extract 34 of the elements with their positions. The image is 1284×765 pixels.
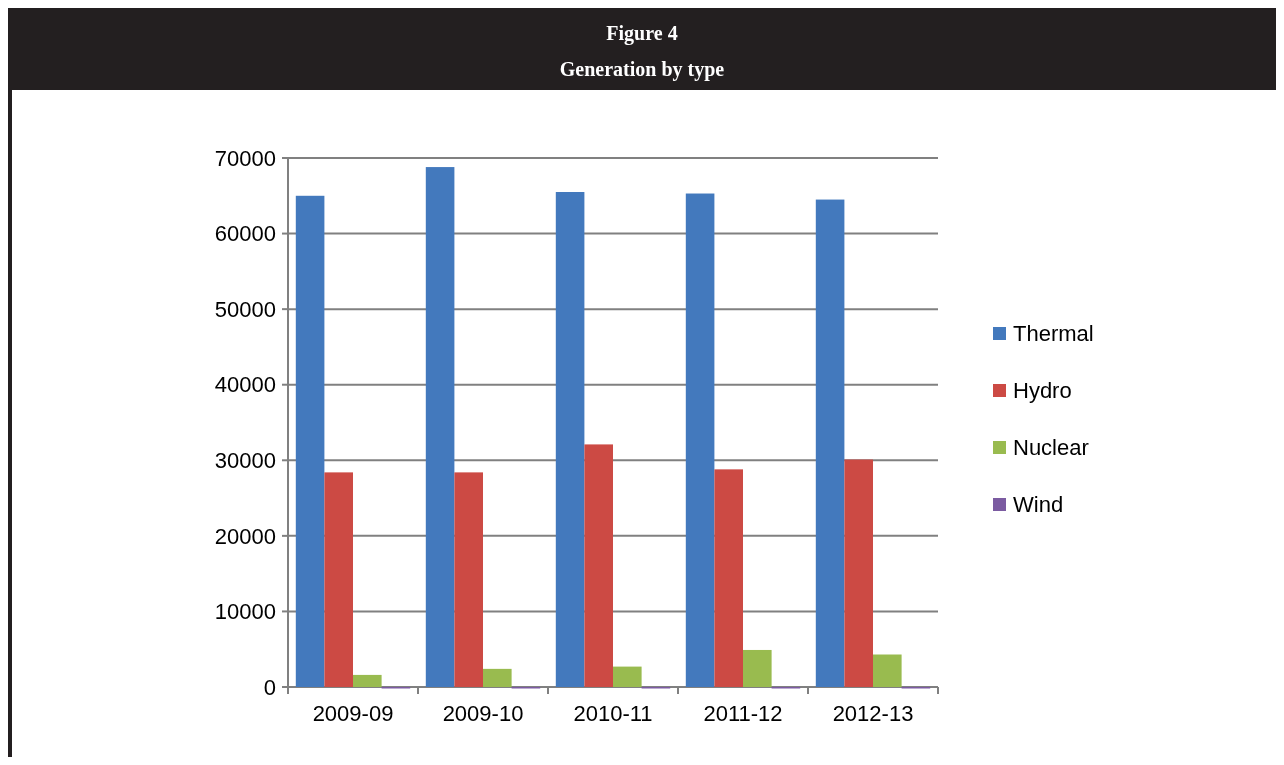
bar [483, 668, 512, 687]
legend-label: Hydro [1013, 377, 1072, 403]
x-tick-label: 2010-11 [573, 701, 653, 726]
bar [685, 193, 715, 687]
chart-subtitle: Generation by type [559, 58, 725, 81]
bar [295, 195, 325, 687]
y-tick-label: 20000 [214, 523, 276, 549]
bar [555, 192, 585, 687]
bar [584, 444, 613, 687]
y-tick-label: 0 [263, 674, 276, 700]
y-tick-label: 60000 [214, 221, 276, 247]
x-tick-label: 2012-13 [832, 701, 914, 726]
legend-label: Thermal [1013, 320, 1094, 346]
x-tick-label: 2009-09 [312, 701, 394, 726]
y-tick-label: 10000 [214, 599, 276, 625]
y-tick-label: 30000 [214, 447, 276, 473]
bar [353, 674, 382, 687]
bar [743, 649, 772, 687]
bar [454, 472, 483, 687]
chart-title: Figure 4 [606, 22, 678, 45]
bar [714, 469, 743, 687]
y-tick-label: 70000 [214, 145, 276, 171]
bar [844, 459, 873, 687]
y-tick-label: 50000 [214, 296, 276, 322]
x-tick-label: 2009-10 [442, 701, 524, 726]
legend-label: Nuclear [1013, 434, 1089, 460]
x-tick-label: 2011-12 [703, 701, 783, 726]
y-tick-label: 40000 [214, 372, 276, 398]
bar [613, 666, 642, 687]
legend-label: Wind [1013, 491, 1064, 517]
bar [815, 199, 845, 687]
bar [873, 654, 902, 687]
bar [425, 167, 455, 687]
bar [324, 472, 353, 687]
